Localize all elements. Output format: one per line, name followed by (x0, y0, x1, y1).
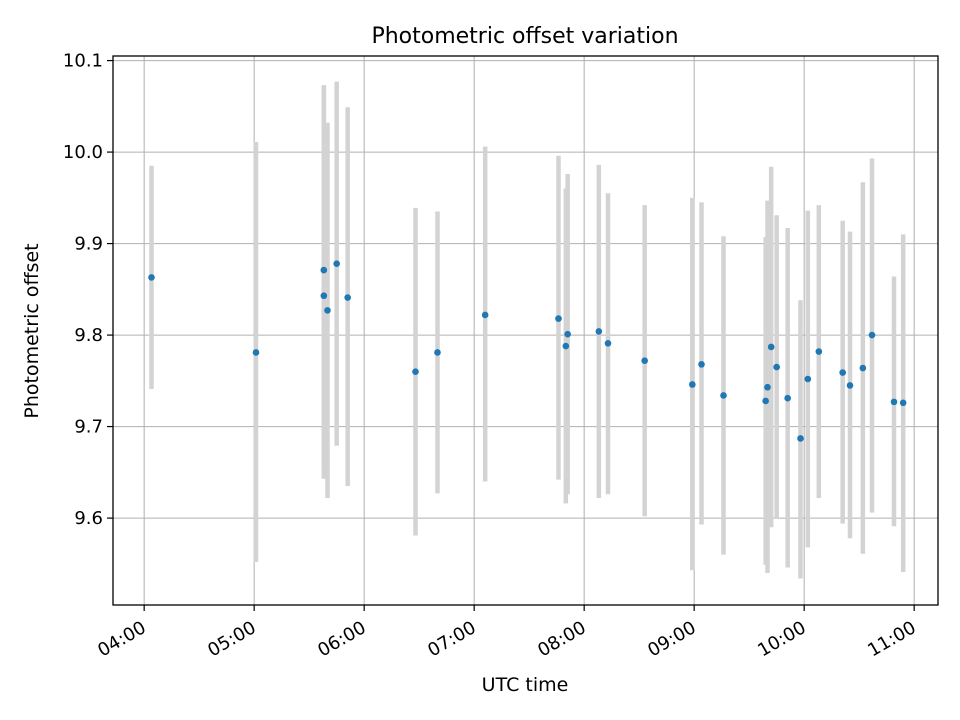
data-point (324, 307, 331, 314)
data-point (773, 363, 780, 371)
data-point (815, 348, 823, 355)
data-point (698, 361, 705, 368)
y-tick-label: 9.6 (74, 508, 103, 529)
plot-frame (112, 55, 939, 606)
data-point (890, 398, 898, 406)
data-point (252, 349, 260, 356)
data-point (784, 394, 791, 402)
data-point (859, 364, 867, 372)
y-axis-label: Photometric offset (21, 243, 43, 418)
data-point (412, 368, 419, 375)
y-tick-label: 10.0 (63, 142, 103, 163)
y-tick-label: 9.7 (74, 417, 103, 438)
data-point (555, 315, 562, 322)
data-point (333, 260, 340, 268)
data-point (562, 342, 570, 350)
data-point (846, 382, 854, 389)
data-point (762, 397, 769, 405)
data-point (899, 399, 907, 407)
data-point (764, 383, 771, 391)
y-tick-label: 9.9 (74, 234, 103, 255)
y-tick-label: 10.1 (63, 51, 103, 72)
data-point (481, 311, 489, 319)
data-point (689, 381, 696, 388)
data-point (839, 369, 846, 376)
y-tick-label: 9.8 (74, 325, 103, 346)
data-point (564, 330, 571, 338)
data-point (320, 292, 328, 300)
data-point (868, 331, 876, 339)
data-points (148, 260, 907, 442)
data-point (767, 343, 775, 351)
chart-title: Photometric offset variation (371, 24, 678, 49)
data-point (344, 294, 351, 301)
data-point (148, 274, 155, 281)
data-point (720, 392, 727, 399)
data-point (604, 340, 612, 347)
data-point (804, 375, 812, 383)
data-point (434, 349, 441, 356)
data-point (595, 328, 603, 335)
data-point (797, 435, 804, 442)
data-point (641, 357, 648, 364)
data-point (320, 266, 328, 274)
x-axis-label: UTC time (482, 674, 569, 696)
